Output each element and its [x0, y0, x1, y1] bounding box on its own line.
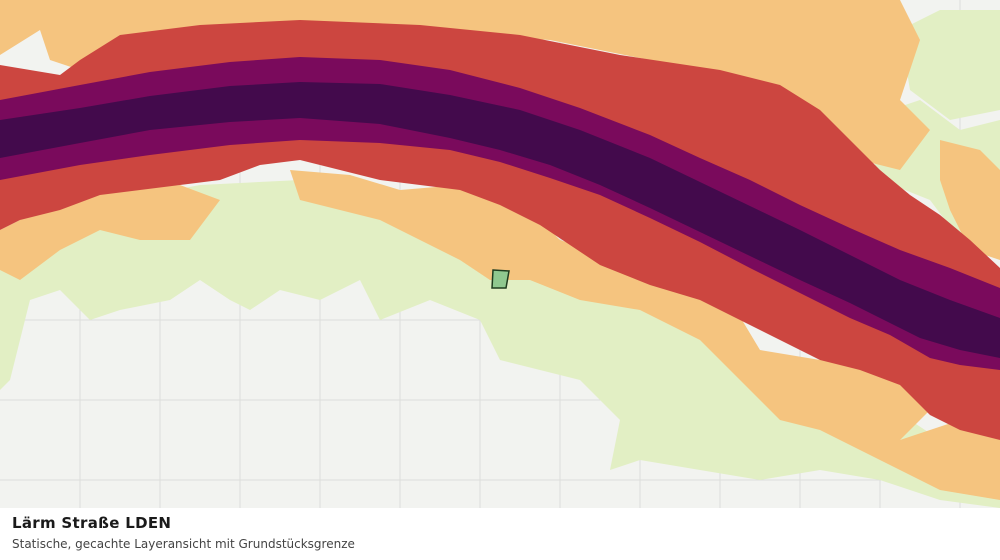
map-subtitle: Statische, gecachte Layeransicht mit Gru…	[12, 537, 355, 551]
parcel-boundary	[491, 269, 510, 289]
noise-patch	[900, 10, 1000, 120]
noise-patch	[290, 170, 1000, 500]
noise-patch	[0, 0, 930, 170]
map	[0, 0, 1000, 508]
map-title: Lärm Straße LDEN	[12, 514, 172, 532]
noise-zone-very-high	[0, 57, 1000, 370]
noise-zone-extreme	[0, 82, 1000, 358]
footer: Lärm Straße LDEN Statische, gecachte Lay…	[0, 508, 1000, 560]
noise-patch	[0, 180, 1000, 508]
noise-patch	[940, 140, 1000, 260]
